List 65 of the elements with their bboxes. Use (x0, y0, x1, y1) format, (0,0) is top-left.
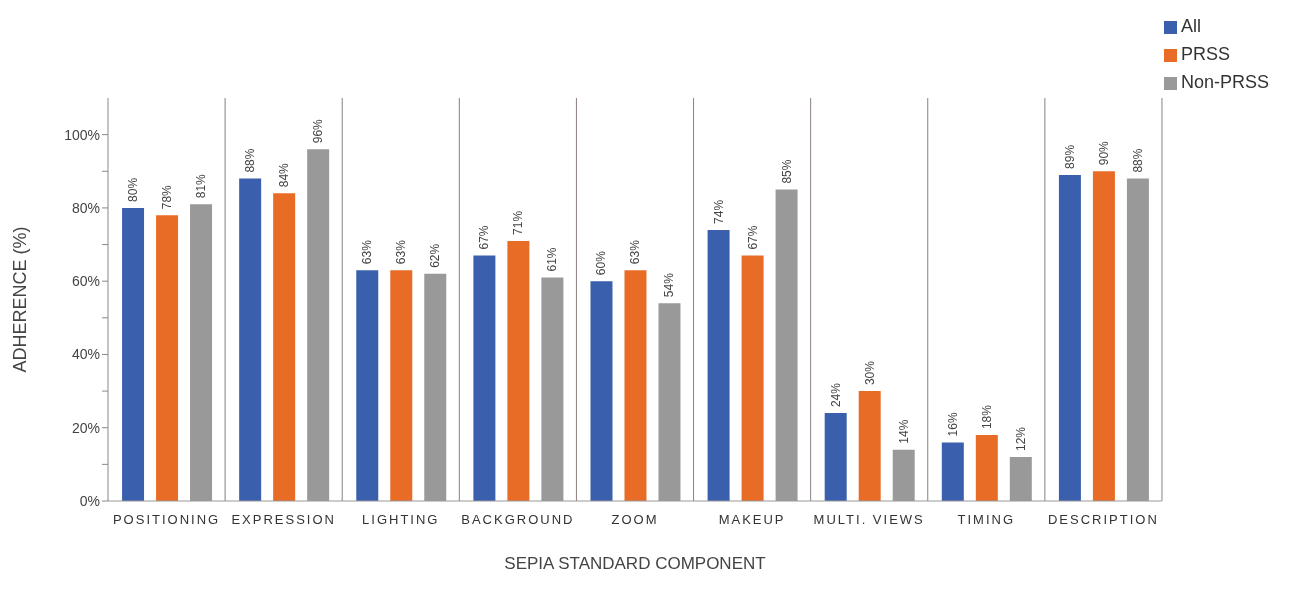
y-tick-label: 20% (71, 419, 100, 436)
bar (356, 270, 379, 501)
data-label: 61% (545, 247, 560, 272)
bar (273, 193, 296, 501)
y-tick-label: 40% (71, 346, 100, 363)
legend-label: PRSS (1180, 44, 1230, 64)
bar (975, 435, 998, 501)
x-tick-label: BACKGROUND (461, 512, 575, 528)
x-tick-label: EXPRESSION (231, 512, 336, 528)
data-label: 96% (311, 118, 326, 144)
bar (590, 281, 613, 501)
data-label: 54% (662, 272, 677, 298)
bar (473, 255, 496, 501)
data-label: 67% (745, 225, 760, 250)
data-label: 67% (477, 225, 492, 250)
bar (1058, 174, 1081, 501)
bar (858, 391, 881, 501)
bar (824, 413, 847, 501)
data-label: 78% (160, 184, 175, 210)
data-label: 18% (979, 404, 994, 430)
data-label: 88% (1130, 148, 1145, 173)
x-axis-title: SEPIA STANDARD COMPONENT (504, 554, 766, 573)
data-label: 89% (1062, 144, 1077, 169)
bar (156, 215, 179, 501)
data-label: 71% (511, 210, 526, 235)
y-tick-label: 0% (79, 492, 100, 509)
data-label: 24% (828, 382, 843, 408)
data-label: 80% (126, 177, 141, 202)
data-label: 63% (628, 239, 643, 265)
x-tick-label: DESCRIPTION (1047, 512, 1159, 528)
bar (1092, 171, 1115, 501)
data-label: 84% (277, 162, 292, 188)
bar (624, 270, 647, 501)
data-label: 88% (243, 148, 258, 173)
y-tick-label: 100% (64, 126, 100, 143)
x-tick-label: LIGHTING (362, 512, 440, 528)
data-label: 85% (779, 159, 794, 184)
bar (239, 178, 262, 501)
bar (741, 255, 764, 501)
data-label: 16% (945, 412, 960, 437)
legend-label: All (1180, 16, 1201, 36)
data-label: 81% (194, 173, 209, 199)
data-label: 63% (394, 239, 409, 265)
bar (390, 270, 413, 501)
bar (122, 207, 145, 501)
y-tick-label: 80% (71, 199, 100, 216)
x-tick-label: ZOOM (611, 512, 659, 528)
bar (507, 240, 530, 501)
x-tick-label: MAKEUP (718, 512, 786, 528)
data-label: 60% (594, 250, 609, 276)
data-label: 14% (896, 419, 911, 444)
x-tick-label: MULTI. VIEWS (813, 512, 925, 528)
data-label: 12% (1013, 426, 1028, 452)
bar (941, 442, 964, 501)
legend-label: Non-PRSS (1180, 72, 1269, 92)
data-label: 74% (711, 199, 726, 224)
y-tick-label: 60% (71, 273, 100, 290)
data-label: 90% (1096, 140, 1111, 166)
data-label: 62% (428, 243, 443, 268)
x-tick-label: TIMING (957, 512, 1016, 528)
bar (707, 229, 730, 501)
x-tick-label: POSITIONING (112, 512, 221, 528)
y-axis-title: ADHERENCE (%) (10, 226, 31, 373)
data-label: 63% (360, 239, 375, 265)
data-label: 30% (862, 360, 877, 386)
